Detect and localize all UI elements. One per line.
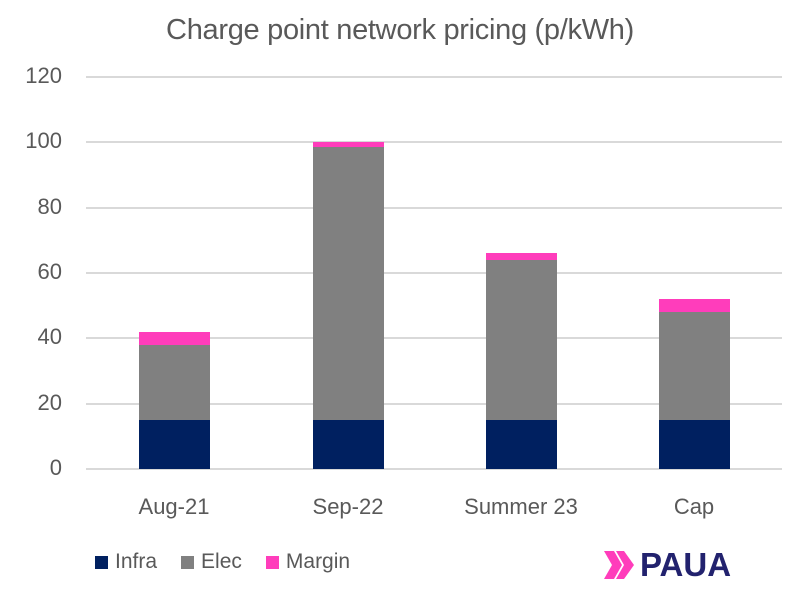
bar-segment-margin [485, 253, 557, 260]
bar-segment-infra [138, 420, 210, 469]
y-tick-label: 120 [25, 63, 62, 88]
x-tick-label: Sep-22 [312, 494, 384, 519]
gridline [86, 141, 782, 144]
x-tick-label: Summer 23 [464, 494, 578, 519]
gridline [86, 272, 782, 274]
y-tick-label: 60 [37, 259, 62, 284]
bar-segment-infra [312, 420, 384, 469]
legend-item-infra: Infra [95, 550, 157, 574]
double-chevron-icon [604, 551, 634, 579]
paua-logo: PAUA [604, 546, 731, 584]
bar-segment-margin [138, 331, 210, 345]
bar-segment-elec [312, 147, 384, 420]
bar-segment-infra [485, 420, 557, 469]
bar-segment-infra [658, 420, 730, 469]
legend-label: Infra [115, 550, 158, 573]
legend-label: Margin [285, 550, 351, 573]
y-tick-label: 40 [37, 324, 62, 350]
x-tick-label: Aug-21 [138, 494, 210, 519]
legend-label: Elec [201, 550, 242, 573]
bar-segment-margin [312, 142, 384, 148]
legend-swatch [181, 555, 195, 569]
legend-item-elec: Elec [181, 550, 242, 574]
bar-segment-elec [658, 312, 730, 420]
gridline [86, 402, 782, 405]
y-tick-label: 20 [37, 389, 62, 415]
chart-title: Charge point network pricing (p/kWh) [166, 14, 634, 46]
legend-item-margin: Margin [265, 550, 351, 574]
gridline [86, 468, 782, 470]
y-tick-label: 100 [25, 128, 62, 154]
bar-segment-margin [658, 299, 730, 313]
y-tick-label: 80 [37, 193, 62, 219]
legend-swatch [265, 555, 279, 569]
gridline [86, 337, 782, 340]
bar-segment-elec [138, 344, 210, 420]
legend: Infra Elec Margin [95, 550, 374, 574]
bar-segment-elec [485, 259, 557, 420]
legend-swatch [95, 555, 108, 569]
x-tick-label: Cap [673, 494, 715, 519]
gridline [86, 206, 782, 209]
y-tick-label: 0 [49, 455, 62, 480]
logo-text: PAUA [640, 546, 732, 583]
gridline [86, 76, 782, 78]
